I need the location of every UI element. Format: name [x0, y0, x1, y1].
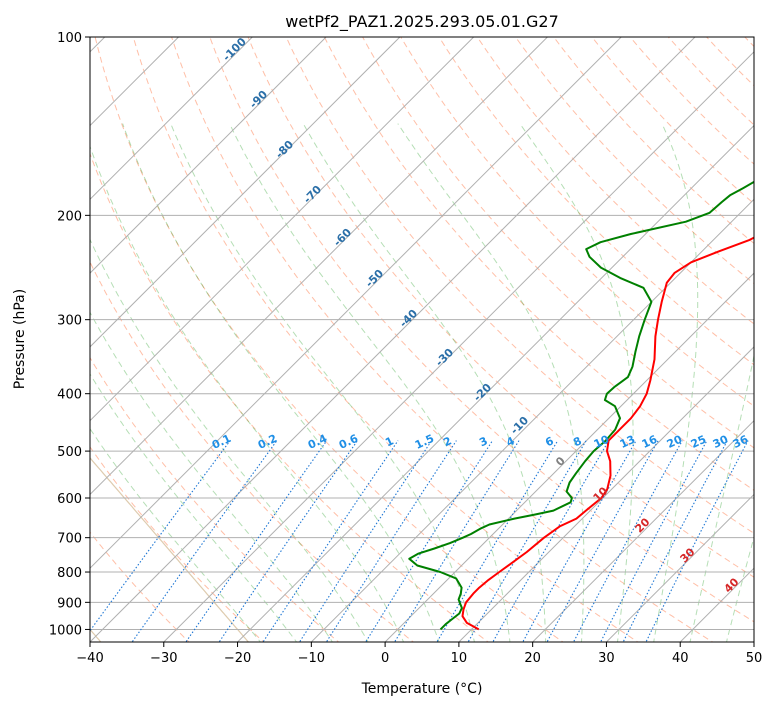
isotherm-gridline: [16, 37, 621, 642]
y-tick-label: 600: [57, 492, 82, 507]
y-tick-label: 300: [57, 314, 82, 329]
isotherm-gridline: [680, 37, 775, 642]
mixing-ratio-label: 10: [592, 433, 612, 451]
moist-adiabat: [123, 124, 440, 645]
mixing-ratio-label: 3: [477, 434, 489, 449]
mixing-ratio-label: 0.1: [210, 432, 233, 452]
y-axis-label: Pressure (hPa): [12, 289, 28, 389]
dry-adiabat-label: -10: [508, 414, 531, 437]
y-tick-label: 400: [57, 388, 82, 403]
mixing-ratio-label: 6: [543, 434, 556, 449]
isotherm-gridline: [754, 37, 775, 642]
mixing-ratio-label: 16: [640, 433, 660, 451]
moist-adiabat: [726, 124, 775, 645]
dry-adiabat: [318, 24, 775, 645]
mixing-ratio-label: 25: [689, 433, 708, 451]
mixing-ratio-label: 1.5: [413, 432, 436, 452]
x-tick-label: 40: [672, 651, 689, 666]
moist-adiabat: [398, 124, 584, 645]
moist-adiabat: [0, 124, 262, 645]
mixing-ratio-line: [599, 441, 707, 645]
dry-adiabat-label: -100: [220, 35, 249, 64]
mixing-ratio-line: [572, 441, 682, 645]
mixing-ratio-label: 0.2: [256, 432, 279, 452]
x-tick-label: −10: [298, 651, 325, 666]
y-tick-label: 1000: [49, 623, 82, 638]
temperature-profile: [463, 37, 775, 629]
dry-adiabat-label: -30: [433, 346, 456, 369]
moist-adiabat: [82, 124, 404, 645]
dry-adiabat-label: -70: [301, 183, 324, 206]
moist-adiabat: [690, 124, 775, 645]
mixing-ratio-line: [622, 441, 727, 645]
x-tick-label: −30: [150, 651, 177, 666]
moist-adiabat: [303, 124, 546, 645]
y-tick-label: 100: [57, 31, 82, 46]
isotherm-gridline: [0, 37, 547, 642]
y-tick-label: 800: [57, 566, 82, 581]
x-axis-label: Temperature (°C): [361, 681, 483, 697]
dry-adiabat-label: -60: [331, 226, 354, 249]
dry-adiabat-label: -40: [397, 307, 420, 330]
reference-curve: [0, 24, 251, 645]
dry-adiabat: [657, 24, 775, 645]
moist-adiabat: [653, 124, 697, 645]
isotherm-gridline: [164, 37, 769, 642]
moist-adiabat: [520, 124, 633, 645]
dry-adiabat: [770, 24, 775, 645]
mixing-ratio-line: [492, 441, 609, 645]
moist-adiabat: [171, 124, 475, 645]
moist-adiabat: [230, 124, 511, 645]
isotherm-gridline: [0, 37, 326, 642]
dry-adiabat: [544, 24, 775, 645]
dry-adiabat: [431, 24, 775, 645]
x-tick-label: 0: [381, 651, 389, 666]
mixing-ratio-line: [546, 441, 659, 645]
dewpoint-profile: [409, 37, 775, 629]
moist-adiabat-label: 30: [678, 545, 698, 565]
dry-adiabat: [17, 24, 417, 645]
dry-adiabat: [0, 24, 267, 645]
x-tick-label: 20: [524, 651, 541, 666]
mixing-ratio-line: [130, 441, 277, 645]
mixing-ratio-line: [184, 441, 327, 645]
x-tick-label: 10: [451, 651, 468, 666]
mixing-ratio-line: [80, 441, 230, 645]
x-tick-label: 50: [746, 651, 763, 666]
dry-adiabat: [0, 24, 192, 645]
moist-adiabat: [0, 124, 298, 645]
mixing-ratio-label: 30: [711, 433, 731, 451]
chart-title: wetPf2_PAZ1.2025.293.05.01.G27: [285, 12, 559, 32]
dry-adiabat: [356, 24, 775, 645]
y-tick-label: 900: [57, 596, 82, 611]
dry-adiabat: [695, 24, 775, 645]
isotherm-gridline: [311, 37, 775, 642]
isotherm-gridline: [533, 37, 775, 642]
dry-adiabat-label: -50: [363, 267, 386, 290]
x-tick-label: 30: [598, 651, 615, 666]
dry-adiabat-label: -80: [273, 138, 296, 161]
x-tick-label: −20: [224, 651, 251, 666]
isotherm-gridline: [0, 37, 400, 642]
dry-adiabat: [243, 24, 775, 645]
mixing-ratio-label: 1: [383, 434, 395, 449]
y-tick-label: 500: [57, 445, 82, 460]
y-tick-label: 700: [57, 532, 82, 547]
y-tick-label: 200: [57, 209, 82, 224]
mixing-ratio-line: [261, 441, 398, 645]
dry-adiabat-label: -90: [247, 88, 270, 111]
isotherm-gridline: [459, 37, 775, 642]
mixing-ratio-line: [325, 441, 457, 645]
isotherm-gridline: [0, 37, 252, 642]
isotherm-gridline: [90, 37, 695, 642]
x-tick-label: −40: [76, 651, 103, 666]
moist-adiabat-label: 20: [633, 515, 653, 535]
plot-area: [0, 24, 775, 645]
mixing-ratio-label: 20: [665, 433, 685, 451]
dry-adiabat: [130, 24, 642, 645]
mixing-ratio-label: 0.4: [306, 432, 329, 452]
